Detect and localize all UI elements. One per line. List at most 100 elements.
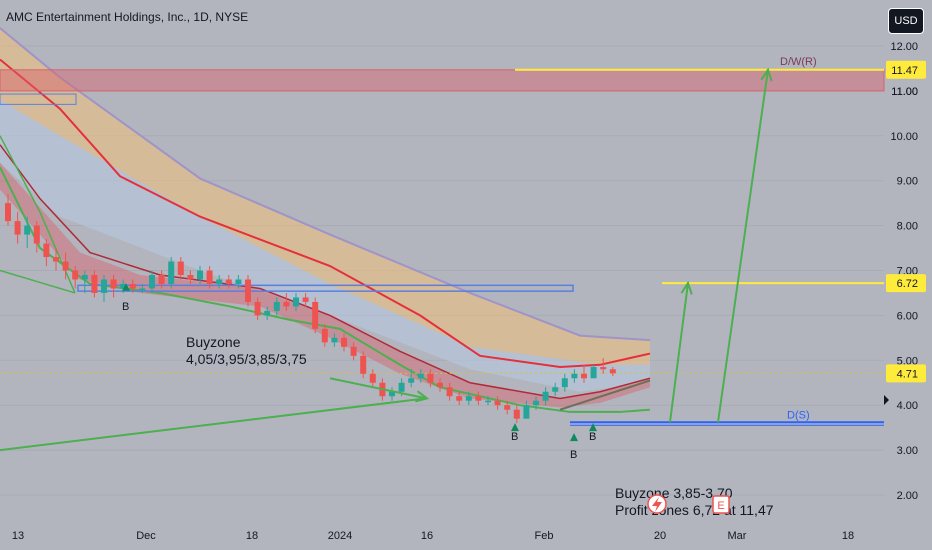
candle	[139, 288, 146, 290]
candle	[177, 261, 184, 275]
y-tick-label: 3.00	[897, 445, 918, 457]
candle	[264, 310, 271, 316]
candle	[273, 301, 280, 311]
support-box	[77, 284, 574, 292]
candle	[235, 279, 242, 284]
earnings-icon-glyph: E	[717, 500, 724, 512]
candle	[321, 328, 328, 343]
candle	[283, 301, 290, 307]
candle	[129, 283, 136, 289]
candle	[302, 297, 309, 302]
candle	[581, 373, 587, 379]
x-tick-label: 13	[12, 530, 24, 542]
projection-arrow	[717, 69, 769, 423]
resistance-zone	[0, 69, 885, 92]
candle	[197, 270, 203, 280]
scroll-marker	[884, 395, 889, 405]
ma-green-line	[0, 166, 651, 413]
candle	[542, 391, 549, 401]
projection-arrow	[669, 282, 689, 423]
price-tag	[886, 60, 926, 79]
candle	[168, 261, 175, 284]
candle	[62, 261, 69, 271]
buy-signal-label: B	[511, 431, 518, 443]
candle	[494, 400, 501, 406]
buy-arrow	[122, 283, 130, 291]
candle	[389, 391, 395, 397]
candle	[293, 297, 299, 307]
profit-zones-note: Profit zones 6,72 at 11,47	[615, 502, 774, 518]
candle	[81, 274, 88, 280]
y-tick-label: 9.00	[897, 176, 918, 188]
candle	[533, 400, 539, 406]
candle	[206, 270, 213, 284]
buy-arrow	[570, 433, 578, 442]
level-label: D(S)	[787, 409, 810, 421]
candle	[245, 279, 251, 302]
candle	[427, 373, 434, 383]
chart-title: AMC Entertainment Holdings, Inc., 1D, NY…	[6, 10, 249, 24]
candle	[475, 396, 482, 401]
candle	[110, 279, 117, 289]
y-tick-label: 11.00	[891, 86, 918, 98]
buy-arrow	[589, 423, 597, 432]
candle	[600, 367, 607, 370]
buy-arrow	[511, 423, 519, 432]
candle	[43, 243, 50, 258]
ma-dark-line	[0, 144, 651, 400]
y-tick-label: 12.00	[890, 41, 918, 53]
trend-line	[0, 397, 426, 452]
candle	[609, 369, 616, 374]
y-tick-label: 10.00	[890, 131, 918, 143]
candle	[398, 382, 405, 392]
buy-signal-label: B	[589, 431, 596, 443]
candle	[446, 387, 453, 397]
y-tick-label: 4.00	[897, 400, 918, 412]
candle	[350, 346, 357, 356]
level-box	[0, 93, 77, 105]
candle	[158, 274, 165, 284]
candle	[53, 257, 59, 262]
y-tick-label: 6.00	[897, 310, 918, 322]
candle	[225, 279, 232, 284]
candle	[120, 283, 127, 289]
price-tag-label: 4.71	[897, 368, 918, 380]
price-tag-label: 6.72	[897, 278, 918, 290]
candle	[485, 400, 491, 403]
trend-line	[0, 269, 76, 294]
candle	[437, 382, 443, 388]
candle	[24, 225, 31, 235]
candle	[408, 378, 415, 383]
x-tick-label: 2024	[328, 530, 352, 542]
x-tick-label: Feb	[535, 530, 554, 542]
price-tag-label: 11.47	[891, 65, 918, 77]
candle	[149, 274, 155, 289]
currency-button[interactable]: USD	[888, 8, 924, 34]
x-tick-label: Mar	[728, 530, 747, 542]
earnings-icon	[712, 495, 730, 514]
candle	[504, 405, 511, 410]
candle	[91, 274, 98, 293]
price-tag	[886, 364, 926, 383]
x-tick-label: Dec	[136, 530, 156, 542]
candle	[341, 337, 347, 347]
price-tag	[886, 274, 926, 293]
level-label: D/W(R)	[780, 56, 817, 68]
candle	[417, 373, 424, 379]
y-tick-label: 8.00	[897, 221, 918, 233]
x-tick-label: 18	[842, 530, 854, 542]
candle	[513, 409, 520, 419]
candle	[590, 367, 597, 379]
projection-arrow	[329, 377, 428, 400]
candle	[552, 387, 559, 392]
candle	[571, 373, 578, 379]
candle	[254, 301, 261, 316]
candle	[331, 337, 338, 343]
buyzone-values: 4,05/3,95/3,85/3,75	[186, 351, 307, 367]
buy-signal-label: B	[122, 301, 129, 313]
y-tick-label: 2.00	[897, 490, 918, 502]
x-tick-label: 20	[654, 530, 666, 542]
candle	[216, 279, 223, 284]
